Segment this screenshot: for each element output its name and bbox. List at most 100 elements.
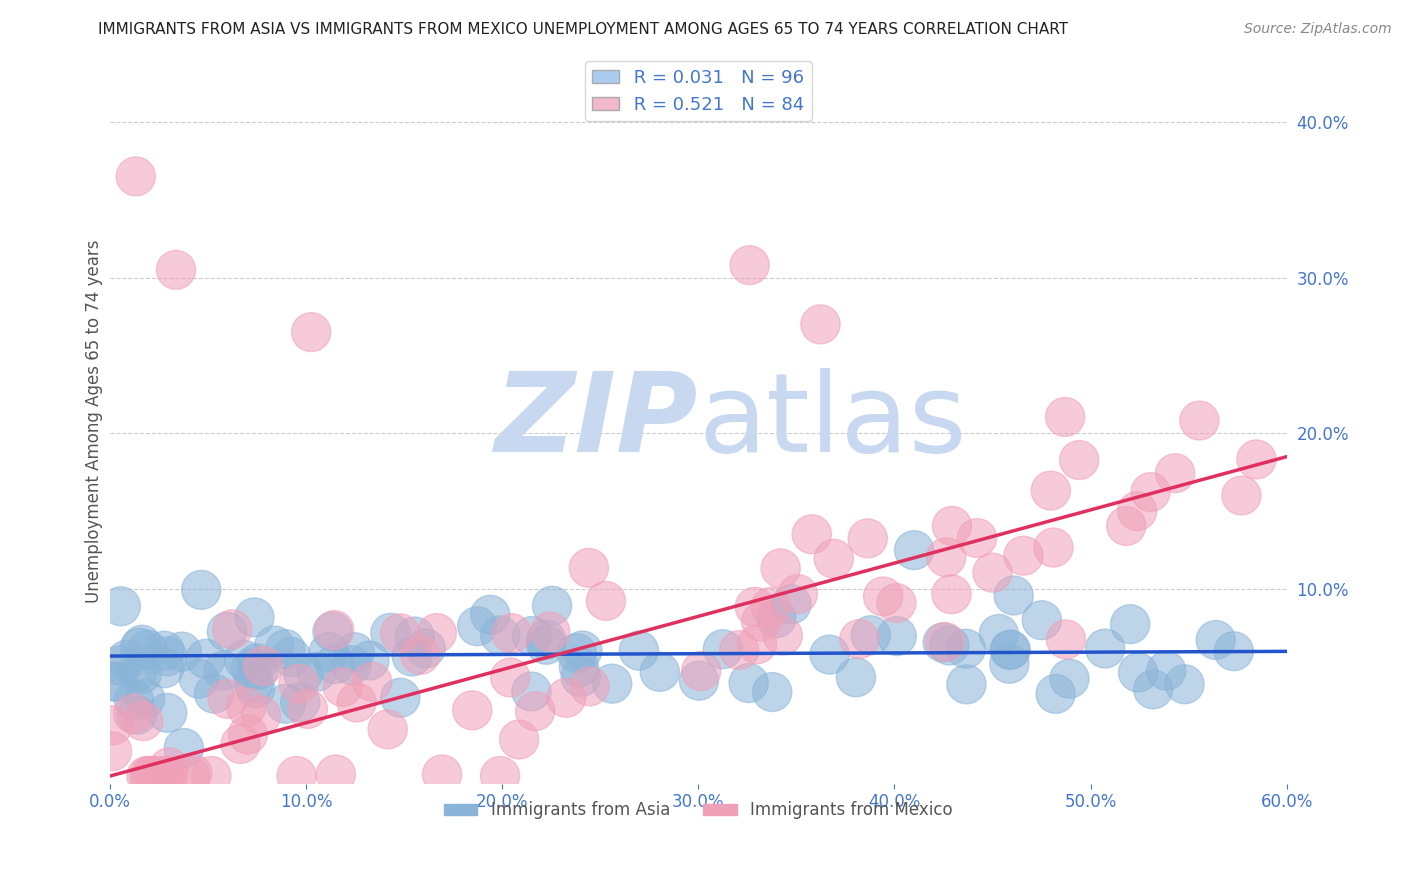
Ellipse shape	[353, 663, 392, 701]
Ellipse shape	[381, 678, 420, 717]
Ellipse shape	[114, 681, 153, 720]
Ellipse shape	[194, 674, 233, 713]
Ellipse shape	[848, 519, 887, 558]
Ellipse shape	[924, 623, 962, 662]
Ellipse shape	[235, 598, 274, 637]
Ellipse shape	[93, 731, 132, 771]
Ellipse shape	[720, 631, 759, 670]
Text: atlas: atlas	[699, 368, 967, 475]
Ellipse shape	[741, 602, 780, 641]
Ellipse shape	[350, 641, 389, 680]
Ellipse shape	[990, 631, 1029, 669]
Ellipse shape	[569, 667, 609, 706]
Ellipse shape	[932, 574, 972, 614]
Ellipse shape	[148, 637, 187, 676]
Ellipse shape	[129, 756, 169, 796]
Ellipse shape	[929, 626, 969, 665]
Ellipse shape	[737, 624, 776, 664]
Ellipse shape	[243, 647, 283, 685]
Ellipse shape	[990, 644, 1029, 683]
Ellipse shape	[221, 724, 260, 764]
Ellipse shape	[186, 640, 225, 678]
Ellipse shape	[371, 614, 411, 652]
Ellipse shape	[557, 633, 596, 673]
Ellipse shape	[772, 585, 811, 624]
Ellipse shape	[406, 629, 446, 668]
Ellipse shape	[592, 665, 631, 703]
Ellipse shape	[1156, 454, 1195, 492]
Ellipse shape	[569, 549, 609, 587]
Ellipse shape	[225, 640, 263, 680]
Ellipse shape	[145, 632, 184, 670]
Ellipse shape	[1118, 491, 1157, 531]
Ellipse shape	[278, 665, 318, 703]
Ellipse shape	[877, 616, 917, 656]
Ellipse shape	[481, 756, 520, 796]
Ellipse shape	[1130, 473, 1170, 511]
Ellipse shape	[957, 518, 997, 558]
Ellipse shape	[481, 615, 520, 655]
Ellipse shape	[1147, 651, 1185, 690]
Ellipse shape	[1237, 440, 1277, 479]
Text: Source: ZipAtlas.com: Source: ZipAtlas.com	[1244, 22, 1392, 37]
Ellipse shape	[619, 632, 658, 670]
Ellipse shape	[547, 679, 586, 717]
Ellipse shape	[271, 638, 311, 676]
Ellipse shape	[100, 646, 139, 685]
Ellipse shape	[132, 756, 172, 796]
Ellipse shape	[117, 653, 156, 691]
Ellipse shape	[927, 538, 966, 577]
Ellipse shape	[761, 549, 800, 588]
Ellipse shape	[162, 632, 201, 671]
Ellipse shape	[492, 614, 531, 653]
Ellipse shape	[530, 612, 569, 651]
Ellipse shape	[979, 615, 1018, 653]
Ellipse shape	[124, 702, 163, 740]
Ellipse shape	[1119, 653, 1157, 692]
Ellipse shape	[165, 729, 204, 767]
Ellipse shape	[94, 663, 134, 701]
Ellipse shape	[730, 245, 769, 285]
Ellipse shape	[1060, 441, 1098, 480]
Ellipse shape	[1031, 471, 1070, 510]
Ellipse shape	[894, 531, 934, 570]
Ellipse shape	[1107, 507, 1146, 545]
Ellipse shape	[207, 612, 246, 651]
Ellipse shape	[839, 620, 879, 658]
Ellipse shape	[323, 667, 363, 706]
Ellipse shape	[98, 662, 138, 701]
Ellipse shape	[778, 574, 817, 614]
Ellipse shape	[117, 696, 156, 734]
Ellipse shape	[316, 755, 356, 794]
Ellipse shape	[122, 655, 162, 693]
Ellipse shape	[1180, 401, 1219, 440]
Ellipse shape	[236, 669, 276, 708]
Ellipse shape	[170, 756, 209, 796]
Ellipse shape	[148, 756, 187, 796]
Ellipse shape	[145, 756, 184, 796]
Ellipse shape	[101, 587, 141, 625]
Ellipse shape	[756, 599, 796, 638]
Ellipse shape	[291, 313, 330, 351]
Ellipse shape	[392, 637, 432, 676]
Ellipse shape	[1004, 536, 1043, 575]
Ellipse shape	[1050, 659, 1090, 698]
Ellipse shape	[640, 652, 679, 691]
Ellipse shape	[679, 661, 718, 700]
Ellipse shape	[730, 664, 768, 703]
Ellipse shape	[125, 680, 165, 718]
Ellipse shape	[457, 607, 496, 646]
Ellipse shape	[156, 251, 195, 289]
Ellipse shape	[212, 610, 252, 648]
Ellipse shape	[337, 683, 377, 722]
Ellipse shape	[1046, 398, 1085, 436]
Ellipse shape	[512, 672, 551, 711]
Text: ZIP: ZIP	[495, 368, 699, 475]
Ellipse shape	[851, 615, 890, 655]
Text: IMMIGRANTS FROM ASIA VS IMMIGRANTS FROM MEXICO UNEMPLOYMENT AMONG AGES 65 TO 74 : IMMIGRANTS FROM ASIA VS IMMIGRANTS FROM …	[98, 22, 1069, 37]
Ellipse shape	[994, 576, 1033, 615]
Ellipse shape	[173, 754, 212, 793]
Ellipse shape	[281, 682, 319, 722]
Ellipse shape	[1033, 528, 1073, 567]
Ellipse shape	[107, 640, 146, 680]
